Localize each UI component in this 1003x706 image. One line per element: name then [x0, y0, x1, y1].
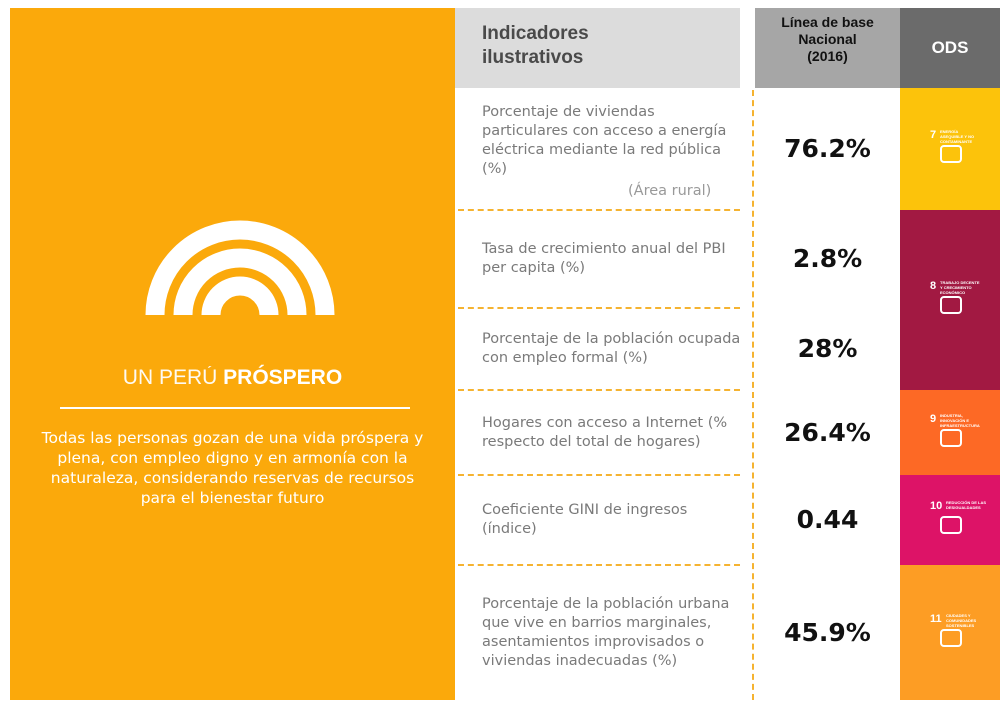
- indicator-line: Porcentaje de la población ocupada: [482, 331, 741, 347]
- indicator-line: Tasa de crecimiento anual del PBI: [482, 241, 726, 257]
- ods-label: ENERGÍA ASEQUIBLE Y NO CONTAMINANTE: [940, 129, 975, 144]
- row-divider: [458, 307, 740, 309]
- row-divider: [458, 564, 740, 566]
- indicator-line: respecto del total de hogares): [482, 433, 701, 450]
- indicator: Hogares con acceso a Internet (% respecto…: [482, 414, 744, 452]
- header-baseline: Línea de base Nacional (2016): [755, 8, 900, 88]
- vision-panel: [10, 8, 455, 700]
- header-text: Indicadores ilustrativos: [482, 23, 589, 68]
- header-text: Línea de base Nacional (2016): [781, 14, 874, 64]
- title-bold: PRÓSPERO: [223, 366, 343, 389]
- indicator-line: Porcentaje de viviendas: [482, 104, 655, 120]
- indicator-line: Hogares con acceso a Internet (%: [482, 414, 728, 431]
- ods-block: 11 CIUDADES Y COMUNIDADES SOSTENIBLES: [900, 565, 1000, 700]
- indicator-line: (%): [482, 161, 508, 177]
- ods-block: 8 TRABAJO DECENTE Y CRECIMIENTO ECONÓMICO: [900, 210, 1000, 390]
- indicator-line: Coeficiente GINI de ingresos: [482, 502, 688, 518]
- baseline-value: 26.4%: [784, 417, 871, 447]
- rainbow-icon: [145, 220, 335, 316]
- vertical-divider: [752, 90, 754, 700]
- indicator-line: viviendas inadecuadas (%): [482, 652, 678, 669]
- ods-block: 10 REDUCCIÓN DE LAS DESIGUALDADES: [900, 475, 1000, 565]
- indicator-line: con empleo formal (%): [482, 350, 648, 366]
- ods-icon: [940, 428, 962, 447]
- indicator: Porcentaje de la población urbana que viv…: [482, 595, 744, 671]
- ods-label: TRABAJO DECENTE Y CRECIMIENTO ECONÓMICO: [940, 280, 980, 295]
- divider: [60, 407, 410, 409]
- indicator: Coeficiente GINI de ingresos (índice): [482, 501, 744, 539]
- header-indicators: Indicadores ilustrativos: [455, 8, 740, 88]
- baseline-value: 0.44: [796, 505, 859, 534]
- ods-icon: [940, 296, 962, 314]
- indicator-line: per capita (%): [482, 260, 586, 276]
- header-ods: ODS: [900, 8, 1000, 88]
- ods-label: INDUSTRIA, INNOVACIÓN E INFRAESTRUCTURA: [940, 412, 980, 428]
- baseline-value: 2.8%: [792, 244, 863, 273]
- indicator-line: eléctrica mediante la red pública: [482, 142, 721, 158]
- vision-title: UN PERÚ PRÓSPERO: [10, 366, 455, 390]
- indicator-line: que vive en barrios marginales,: [482, 614, 712, 631]
- title-light: UN PERÚ: [122, 366, 218, 389]
- ods-number: 7: [930, 129, 937, 141]
- indicator: Tasa de crecimiento anual del PBI per cap…: [482, 240, 744, 278]
- row-divider: [458, 474, 740, 476]
- ods-block: 7 ENERGÍA ASEQUIBLE Y NO CONTAMINANTE: [900, 88, 1000, 210]
- baseline-value: 76.2%: [784, 134, 871, 163]
- indicator-line: Porcentaje de la población urbana: [482, 595, 730, 612]
- row-divider: [458, 389, 740, 391]
- ods-icon: [940, 516, 962, 534]
- ods-number: 11: [930, 612, 942, 625]
- ods-label: REDUCCIÓN DE LAS DESIGUALDADES: [946, 500, 987, 510]
- indicator-line: particulares con acceso a energía: [482, 123, 727, 139]
- indicator: Porcentaje de viviendas particulares con …: [482, 103, 744, 179]
- baseline-value: 45.9%: [784, 617, 871, 647]
- vision-text: Todas las personas gozan de una vida pró…: [41, 429, 424, 507]
- ods-label: CIUDADES Y COMUNIDADES SOSTENIBLES: [946, 612, 977, 628]
- ods-number: 8: [930, 280, 937, 292]
- indicator-line: asentamientos improvisados o: [482, 633, 705, 650]
- ods-number: 9: [930, 412, 937, 425]
- indicator: Porcentaje de la población ocupada con em…: [482, 330, 744, 368]
- ods-number: 10: [930, 500, 943, 512]
- indicator-note: (Área rural): [628, 183, 712, 199]
- ods-icon: [940, 145, 962, 163]
- ods-icon: [940, 628, 962, 647]
- ods-block: 9 INDUSTRIA, INNOVACIÓN E INFRAESTRUCTURA: [900, 390, 1000, 475]
- indicator-line: (índice): [482, 521, 537, 537]
- baseline-value: 28%: [797, 334, 858, 363]
- row-divider: [458, 209, 740, 211]
